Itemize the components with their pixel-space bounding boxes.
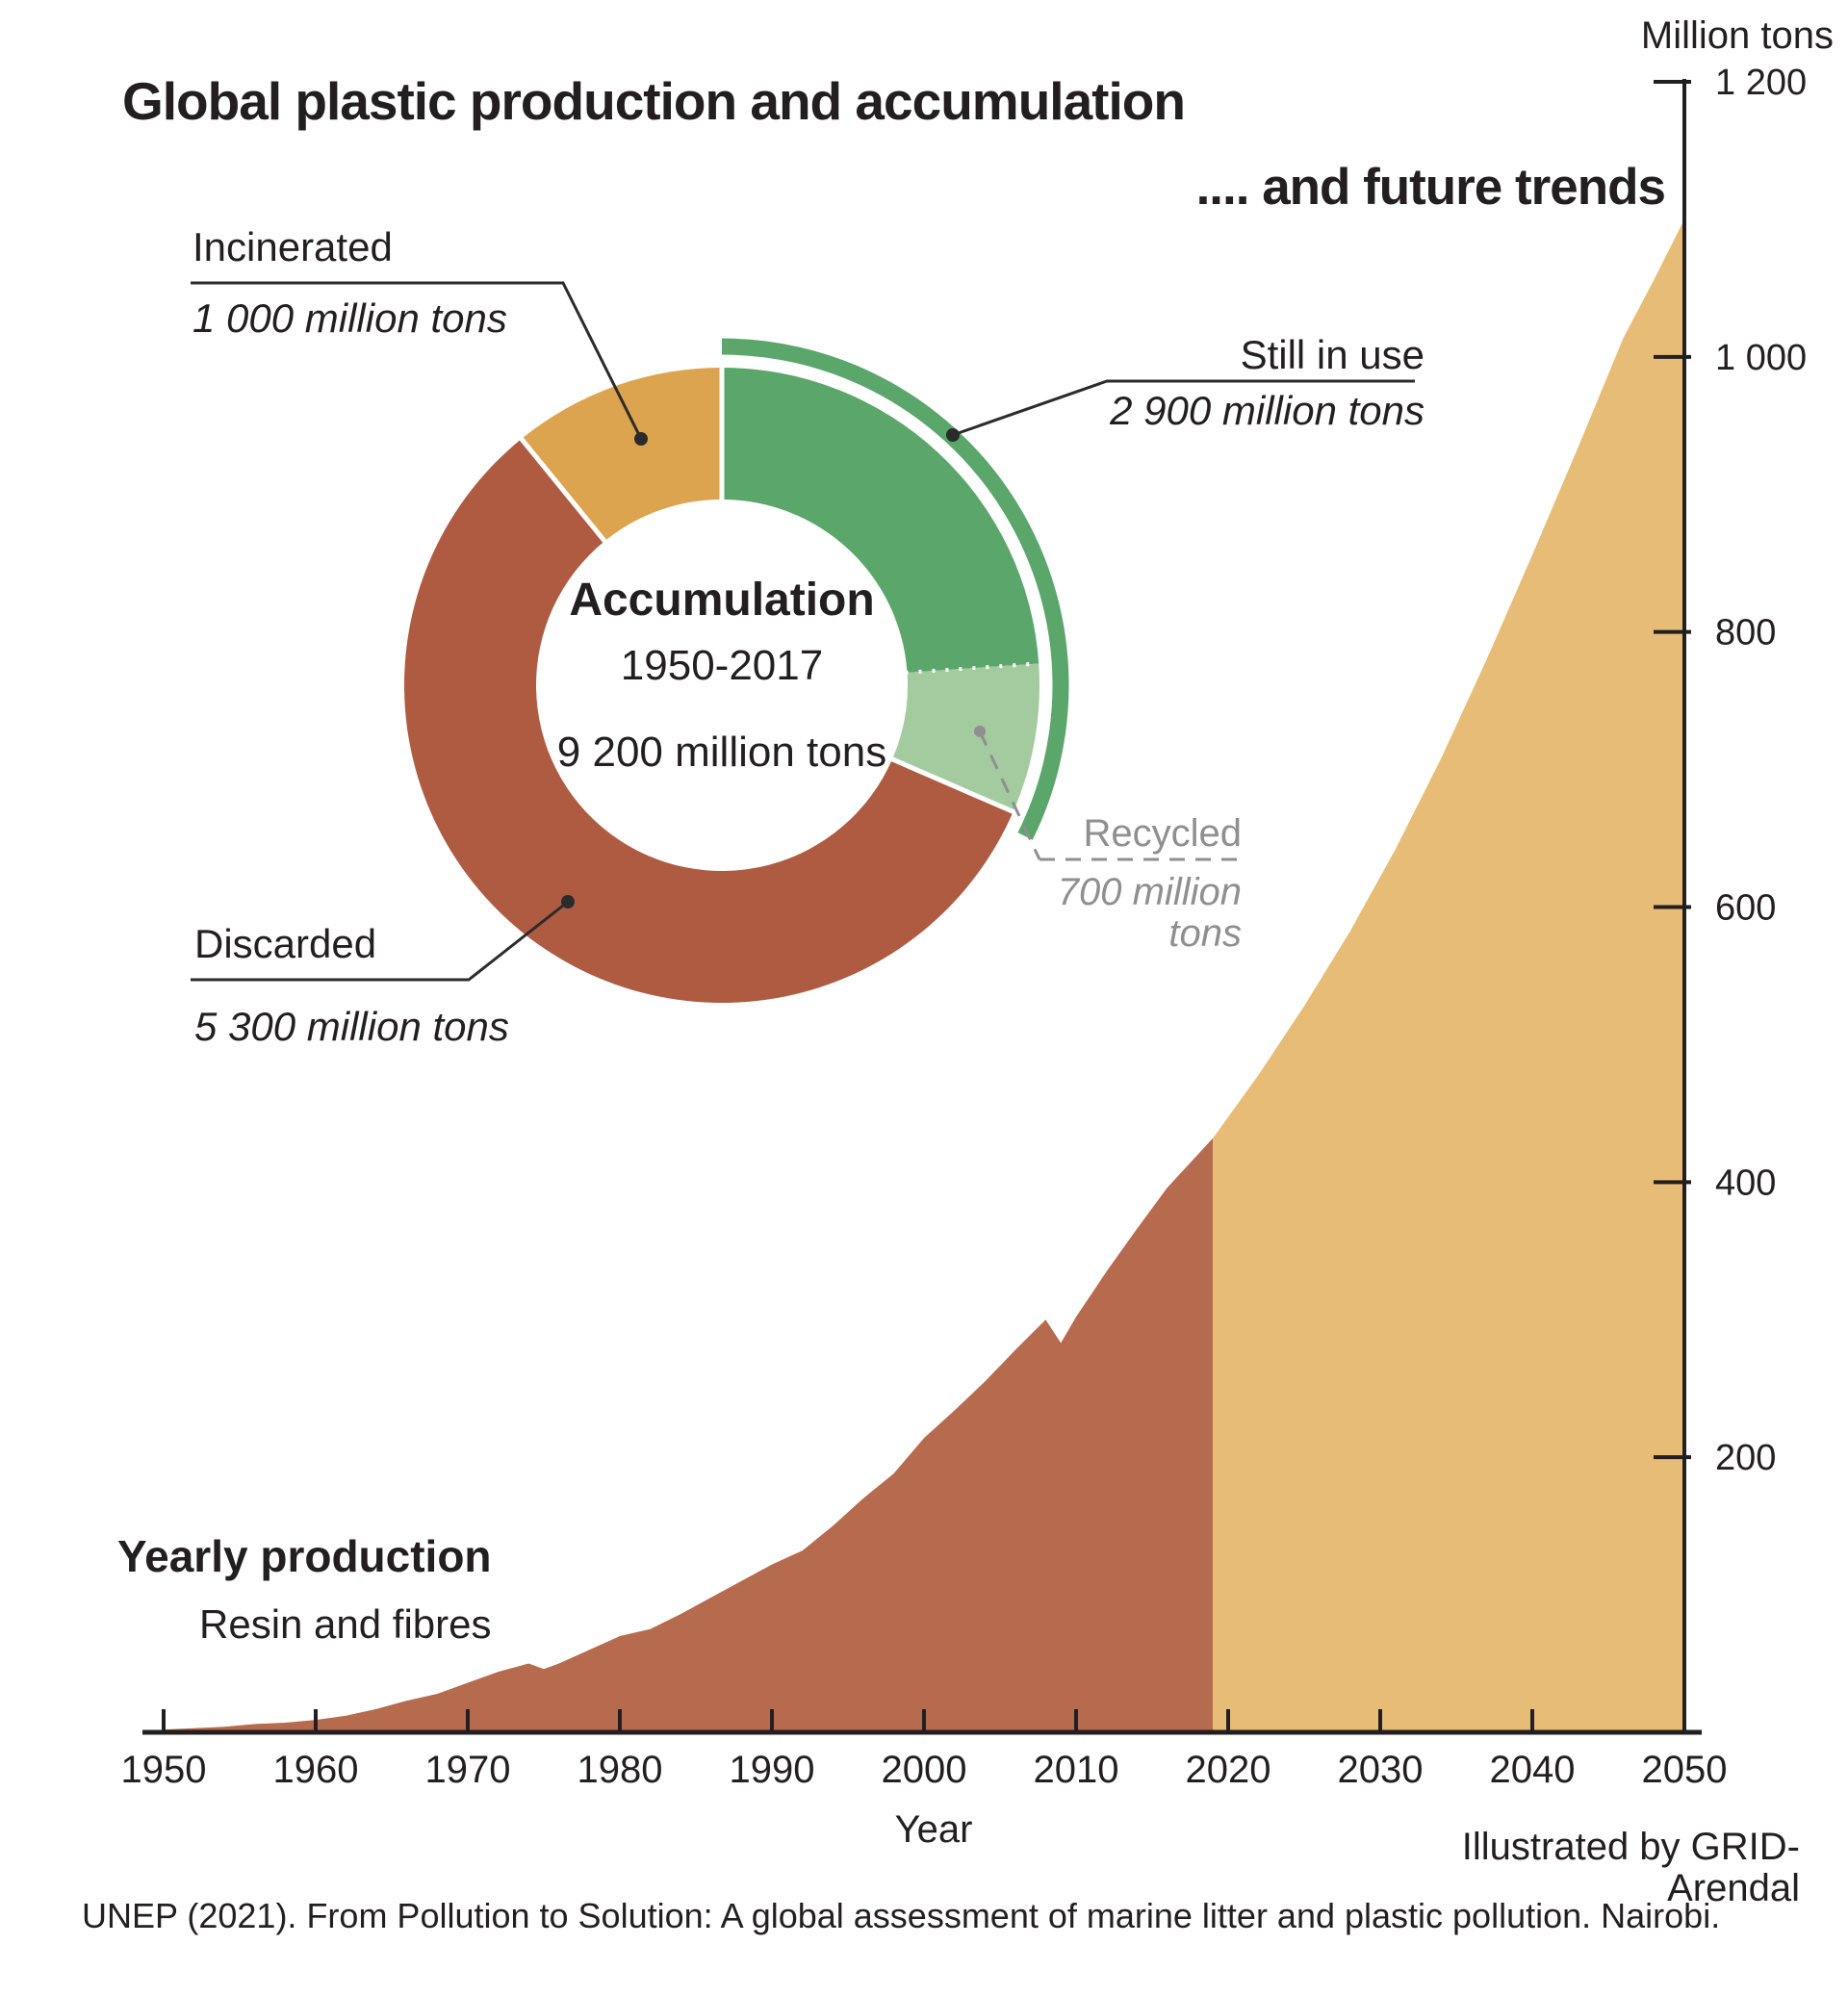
x-axis-tick-label: 1960 [273, 1749, 359, 1791]
discarded-leader-line [191, 900, 569, 982]
x-axis-tick-label: 2000 [882, 1749, 967, 1791]
discarded-leader-dot [561, 895, 575, 908]
donut-segment-discarded [403, 439, 1014, 1004]
still-in-use-label: Still in use [1240, 332, 1424, 377]
x-axis-tick-label: 2010 [1034, 1749, 1119, 1791]
x-axis-tick-label: 1980 [578, 1749, 663, 1791]
incinerated-value: 1 000 million tons [192, 295, 507, 341]
y-axis-tick-label: 600 [1715, 888, 1776, 929]
recycled-leader-diagonal [978, 730, 1041, 860]
page-title: Global plastic production and accumulati… [122, 71, 1186, 131]
source-citation: UNEP (2021). From Pollution to Solution:… [82, 1896, 1721, 1935]
still-in-use-leader-line [952, 379, 1415, 437]
page-subtitle: .... and future trends [1195, 159, 1666, 216]
x-axis-tick-label: 1990 [730, 1749, 815, 1791]
recycled-leader-dot [974, 726, 986, 737]
donut-segment-still-in-use [722, 368, 1040, 673]
incinerated-label: Incinerated [192, 224, 393, 269]
recycled-value: 700 million tons [1057, 871, 1242, 956]
area-chart-title: Yearly production [117, 1531, 492, 1581]
donut-center-period: 1950-2017 [620, 642, 824, 689]
x-axis-tick-label: 2050 [1642, 1749, 1728, 1791]
x-axis-tick-label: 1970 [425, 1749, 511, 1791]
donut-separator-dotted [905, 661, 1041, 675]
donut-separator [889, 755, 1016, 815]
area-chart-subtitle: Resin and fibres [199, 1601, 492, 1647]
incinerated-leader-dot [634, 432, 648, 446]
donut-center-total: 9 200 million tons [556, 729, 887, 776]
recycled-label: Recycled [1083, 812, 1242, 855]
x-axis-tick-label: 1950 [121, 1749, 207, 1791]
y-axis-unit-label: Million tons [1640, 14, 1834, 57]
y-axis-tick-label: 1 200 [1715, 63, 1807, 103]
x-axis-tick-label: 2020 [1186, 1749, 1271, 1791]
still-in-use-leader-dot [946, 428, 960, 442]
x-axis-tick-label: 2030 [1338, 1749, 1424, 1791]
x-axis-tick-label: 2040 [1490, 1749, 1576, 1791]
y-axis-tick-label: 1 000 [1715, 338, 1807, 378]
projected-production-area [1213, 218, 1684, 1731]
illustrator-credit: Illustrated by GRID-Arendal [1461, 1826, 1800, 1910]
y-axis-tick-label: 400 [1715, 1163, 1776, 1203]
donut-center-title: Accumulation [569, 575, 875, 626]
y-axis-tick-label: 200 [1715, 1438, 1776, 1478]
donut-separator [518, 435, 608, 545]
discarded-label: Discarded [194, 921, 377, 966]
still-in-use-outer-arc [721, 338, 1069, 840]
y-axis-tick-label: 800 [1715, 613, 1776, 653]
historical-production-area [164, 1138, 1214, 1731]
still-in-use-value: 2 900 million tons [1110, 388, 1424, 433]
discarded-value: 5 300 million tons [194, 1004, 509, 1049]
x-axis-title: Year [894, 1808, 973, 1851]
incinerated-leader-line [191, 281, 643, 440]
